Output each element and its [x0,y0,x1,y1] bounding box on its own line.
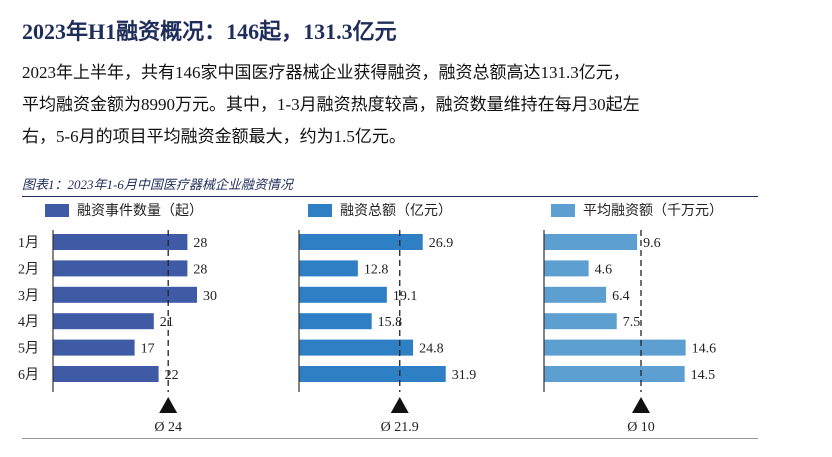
caption-divider [22,196,758,197]
bar-value-label: 14.5 [691,368,716,383]
bar [299,286,387,303]
summary-line-3: 右，5-6月的项目平均融资金额最大，约为1.5亿元。 [22,127,406,146]
average-label: Ø 24 [154,420,182,435]
bar [299,366,446,382]
bottom-divider [22,438,758,439]
average-label: Ø 21.9 [381,420,419,435]
legend-swatch [551,204,575,217]
bar-value-label: 19.1 [393,289,418,304]
bar-value-label: 9.6 [643,236,661,251]
bar [53,313,154,330]
summary-paragraph: 2023年上半年，共有146家中国医疗器械企业获得融资，融资总额高达131.3亿… [22,57,812,153]
bar [299,339,414,356]
bar [299,313,372,330]
bar-value-label: 15.8 [378,315,403,330]
average-marker [159,397,178,413]
bar-value-label: 24.8 [419,342,444,357]
category-label: 5月 [18,341,39,357]
bar [544,366,685,382]
bar-value-label: 31.9 [452,368,477,383]
bar-value-label: 21 [160,315,174,330]
bar-value-label: 30 [203,289,217,304]
bar [299,260,358,277]
bar [53,286,197,303]
bar-value-label: 6.4 [612,289,630,304]
bar [53,339,135,356]
bar [544,286,607,303]
bar-value-label: 28 [193,236,207,251]
legend-swatch [45,204,69,217]
average-label: Ø 10 [627,420,655,435]
bar-value-label: 14.6 [692,342,717,357]
bar [53,234,188,250]
bar-value-label: 4.6 [595,262,613,277]
bar-value-label: 7.5 [623,315,641,330]
average-marker [390,397,409,413]
category-label: 3月 [18,288,39,304]
bar [53,260,188,277]
bar-value-label: 17 [141,342,155,357]
average-marker [632,397,650,413]
legend-label: 平均融资额（千万元） [583,203,723,219]
bar-value-label: 28 [193,262,207,277]
legend-label: 融资事件数量（起） [77,203,203,219]
bar [544,260,589,277]
figure-caption: 图表1：2023年1-6月中国医疗器械企业融资情况 [22,177,293,192]
category-label: 6月 [18,367,39,383]
bar-value-label: 22 [165,368,179,383]
summary-line-1: 2023年上半年，共有146家中国医疗器械企业获得融资，融资总额高达131.3亿… [22,63,630,82]
category-label: 1月 [18,235,39,251]
bar [544,339,686,356]
category-label: 2月 [18,261,39,277]
page-title: 2023年H1融资概况：146起，131.3亿元 [22,19,397,44]
bar-value-label: 12.8 [364,262,389,277]
bar-value-label: 26.9 [429,236,454,251]
bar [53,366,159,382]
bar [544,234,638,250]
legend-label: 融资总额（亿元） [340,203,452,219]
bar [299,234,423,250]
category-label: 4月 [18,314,39,330]
summary-line-2: 平均融资金额为8990万元。其中，1-3月融资热度较高，融资数量维持在每月30起… [22,95,640,114]
legend-swatch [308,204,332,217]
bar [544,313,617,330]
